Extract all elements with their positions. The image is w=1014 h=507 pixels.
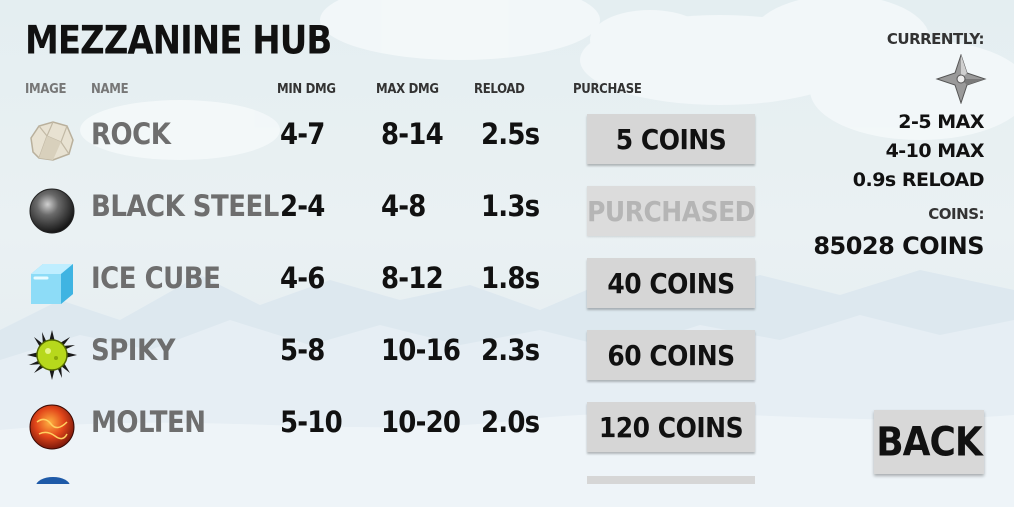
shop-row-spiky: SPIKY 5-8 10-16 2.3s 60 COINS [0,324,770,384]
partial-item-icon [36,477,70,484]
column-header-purchase: PURCHASE [573,82,642,97]
buy-rock-button[interactable]: 5 COINS [587,114,755,164]
item-max-dmg: 8-12 [381,262,444,296]
column-header-reload: RELOAD [474,82,525,97]
black-steel-ball-icon [29,188,75,234]
item-min-dmg: 4-7 [280,118,325,152]
back-button-label: BACK [876,419,983,465]
rock-icon [30,121,74,161]
shop-row-ice-cube: ICE CUBE 4-6 8-12 1.8s 40 COINS [0,252,770,312]
current-reload: 0.9s RELOAD [852,169,985,191]
shop-row-black-steel: BLACK STEEL 2-4 4-8 1.3s PURCHASED [0,180,770,240]
currently-label: CURRENTLY: [886,30,985,48]
column-header-image: IMAGE [25,82,67,97]
column-header-max-dmg: MAX DMG [376,82,439,97]
item-name: ICE CUBE [91,262,221,296]
coins-label: COINS: [928,205,984,223]
item-reload: 2.3s [481,334,540,368]
coins-balance: 85028 COINS [813,232,984,260]
buy-molten-button[interactable]: 120 COINS [587,402,755,452]
spiky-ball-icon [27,330,77,380]
molten-ball-icon [29,404,75,450]
buy-button-label: 40 COINS [607,266,735,300]
buy-spiky-button[interactable]: 60 COINS [587,330,755,380]
buy-button-label: 60 COINS [607,338,735,372]
item-name: ROCK [91,118,171,152]
column-header-min-dmg: MIN DMG [277,82,336,97]
next-row-partial [0,476,770,484]
current-max-dmg: 4-10 MAX [885,140,985,162]
item-reload: 2.0s [481,406,540,440]
item-max-dmg: 10-20 [381,406,461,440]
shop-row-rock: ROCK 4-7 8-14 2.5s 5 COINS [0,108,770,168]
item-name: SPIKY [91,334,175,368]
ice-cube-icon [31,264,73,304]
item-name: BLACK STEEL [91,190,279,224]
item-max-dmg: 10-16 [381,334,461,368]
current-min-dmg: 2-5 MAX [898,111,984,133]
column-header-name: NAME [91,82,129,97]
item-reload: 1.8s [481,262,540,296]
item-min-dmg: 5-10 [280,406,343,440]
item-min-dmg: 2-4 [280,190,325,224]
buy-button-label: 120 COINS [598,410,744,444]
buy-button-label: 5 COINS [615,122,727,156]
item-reload: 1.3s [481,190,540,224]
item-max-dmg: 4-8 [381,190,426,224]
shop-row-molten: MOLTEN 5-10 10-20 2.0s 120 COINS [0,396,770,456]
item-reload: 2.5s [481,118,540,152]
back-button[interactable]: BACK [874,410,984,474]
buy-ice-cube-button[interactable]: 40 COINS [587,258,755,308]
purchased-black-steel-button[interactable]: PURCHASED [587,186,755,236]
buy-button-label: PURCHASED [587,194,755,228]
partial-buy-button[interactable] [587,476,755,484]
shuriken-icon [935,54,987,104]
item-name: MOLTEN [91,406,206,440]
item-min-dmg: 4-6 [280,262,325,296]
item-min-dmg: 5-8 [280,334,325,368]
item-max-dmg: 8-14 [381,118,444,152]
shop-title: MEZZANINE HUB [25,18,332,64]
